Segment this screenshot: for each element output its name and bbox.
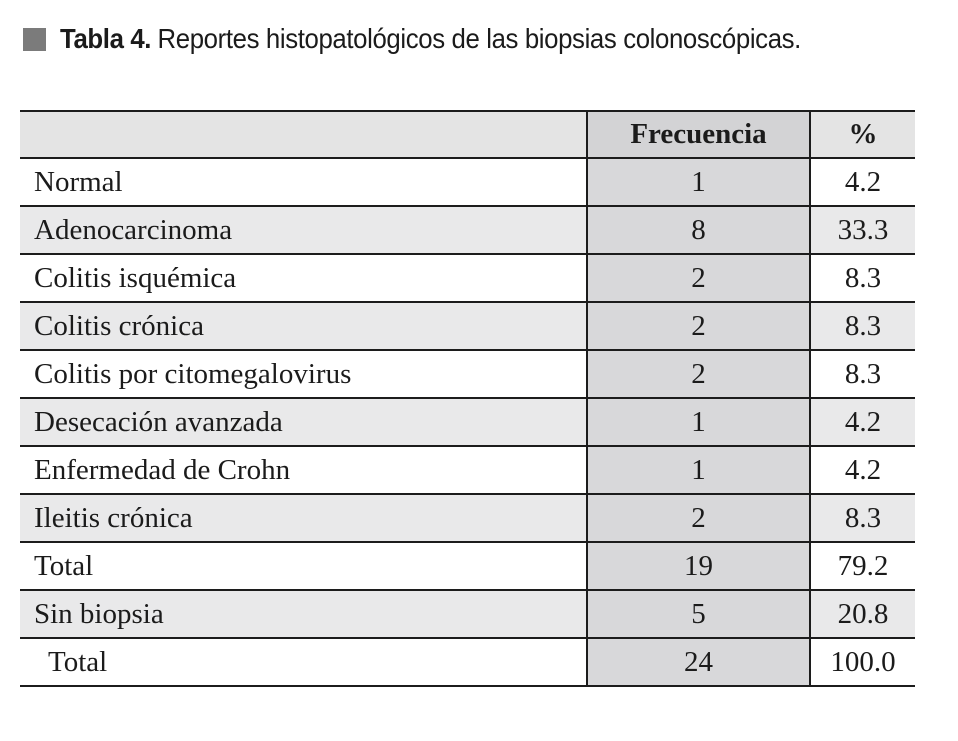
frequency-cell: 2	[586, 253, 810, 303]
row-label-cell: Colitis crónica	[20, 301, 587, 351]
table-body: Normal 1 4.2 Adenocarcinoma 8 33.3 Colitis isq…	[20, 157, 915, 687]
frequency-cell: 8	[586, 205, 810, 255]
table-row: Colitis isquémica 2 8.3	[20, 253, 915, 303]
caption-text-wrap: Tabla 4. Reportes histopatológicos de las…	[60, 23, 801, 55]
table-header: Frecuencia %	[20, 110, 915, 159]
percent-cell: 4.2	[809, 157, 915, 207]
frequency-cell: 2	[586, 349, 810, 399]
percent-cell: 79.2	[809, 541, 915, 591]
table-row: Colitis crónica 2 8.3	[20, 301, 915, 351]
table-row: Adenocarcinoma 8 33.3	[20, 205, 915, 255]
percent-cell: 4.2	[809, 397, 915, 447]
header-percent-cell: %	[809, 110, 915, 159]
row-label-cell: Sin biopsia	[20, 589, 587, 639]
table-row: Desecación avanzada 1 4.2	[20, 397, 915, 447]
frequency-cell: 24	[586, 637, 810, 687]
histopathology-table: Frecuencia % Normal 1 4.2 Adenocarcinoma 8 33…	[20, 110, 915, 687]
percent-cell: 8.3	[809, 301, 915, 351]
percent-cell: 8.3	[809, 253, 915, 303]
table-row: Total 19 79.2	[20, 541, 915, 591]
table-row: Enfermedad de Crohn 1 4.2	[20, 445, 915, 495]
row-label-cell: Total	[20, 541, 587, 591]
caption-number: Tabla 4.	[60, 23, 152, 54]
row-label-cell: Normal	[20, 157, 587, 207]
header-empty-cell	[20, 110, 587, 159]
table-caption: Tabla 4. Reportes histopatológicos de las…	[23, 23, 865, 55]
frequency-cell: 1	[586, 445, 810, 495]
row-label-cell: Colitis por citomegalovirus	[20, 349, 587, 399]
percent-cell: 20.8	[809, 589, 915, 639]
table-row: Sin biopsia 5 20.8	[20, 589, 915, 639]
percent-cell: 8.3	[809, 493, 915, 543]
header-frecuencia-cell: Frecuencia	[586, 110, 810, 159]
row-label-cell: Colitis isquémica	[20, 253, 587, 303]
frequency-cell: 1	[586, 397, 810, 447]
table-row: Ileitis crónica 2 8.3	[20, 493, 915, 543]
table-row: Normal 1 4.2	[20, 157, 915, 207]
row-label-cell: Ileitis crónica	[20, 493, 587, 543]
percent-cell: 8.3	[809, 349, 915, 399]
frequency-cell: 5	[586, 589, 810, 639]
frequency-cell: 19	[586, 541, 810, 591]
caption-text: Reportes histopatológicos de las biopsia…	[157, 23, 802, 54]
table-row: Total 24 100.0	[20, 637, 915, 687]
table-row: Colitis por citomegalovirus 2 8.3	[20, 349, 915, 399]
frequency-cell: 2	[586, 301, 810, 351]
header-row: Frecuencia %	[20, 110, 915, 159]
percent-cell: 100.0	[809, 637, 915, 687]
percent-cell: 33.3	[809, 205, 915, 255]
frequency-cell: 1	[586, 157, 810, 207]
caption-bullet-square-icon	[23, 27, 46, 51]
row-label-cell: Total	[20, 637, 587, 687]
row-label-cell: Enfermedad de Crohn	[20, 445, 587, 495]
frequency-cell: 2	[586, 493, 810, 543]
percent-cell: 4.2	[809, 445, 915, 495]
row-label-cell: Adenocarcinoma	[20, 205, 587, 255]
row-label-cell: Desecación avanzada	[20, 397, 587, 447]
